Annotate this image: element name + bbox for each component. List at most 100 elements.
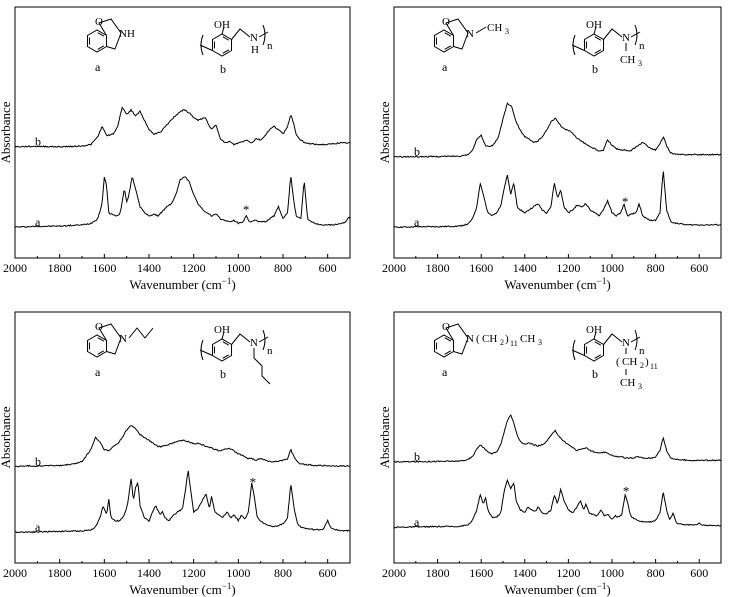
peak-annotation: * (622, 194, 629, 209)
repeat-bracket-right (634, 329, 638, 351)
spectrum-line-a (393, 171, 722, 229)
paren-open: ( (616, 356, 620, 368)
nitrogen-atom: N (622, 337, 630, 349)
x-tick-label: 1200 (182, 261, 206, 275)
x-tick-label: 1600 (92, 261, 116, 275)
bond (593, 26, 597, 35)
methylene-group: CH (622, 356, 637, 368)
butyl-chain (128, 327, 154, 339)
x-axis-label: Wavenumber (cm−1) (504, 581, 610, 597)
benzene-ring (583, 33, 605, 57)
spectrum-line-a (14, 176, 351, 228)
methylene-bond (603, 28, 623, 40)
bond (630, 336, 641, 343)
double-bond (594, 49, 602, 54)
methylene-bond (603, 333, 623, 345)
trace-label-a: a (35, 520, 41, 534)
x-tick-label: 2000 (3, 261, 27, 275)
x-tick-label: 1400 (513, 566, 537, 580)
oxygen-atom: O (95, 321, 103, 333)
bond (221, 331, 225, 340)
subscript: 2 (500, 338, 504, 347)
double-bond (222, 341, 230, 346)
nitrogen-atom: N (466, 28, 474, 40)
trace-label-b: b (35, 455, 41, 469)
panel-bottom-left: 2000 1800 1600 1400 1200 1000 800 600 Wavenumber… (0, 311, 351, 597)
subscript: 2 (640, 361, 644, 370)
oxazine-ring (98, 323, 122, 355)
x-tick-label: 1600 (469, 566, 493, 580)
spectrum-line-a (393, 478, 722, 529)
x-tick-label: 2000 (3, 566, 27, 580)
double-bond (97, 337, 105, 342)
x-tick-label: 1200 (182, 566, 206, 580)
structure-label-b: b (592, 367, 598, 381)
benzene-ring (211, 33, 233, 57)
repeat-bracket-right (634, 24, 638, 46)
y-axis-label: Absorbance (0, 406, 13, 468)
paren-open: ( (476, 333, 480, 345)
repeat-subscript-n: n (639, 40, 645, 52)
double-bond (97, 32, 105, 37)
repeat-subscript-n: n (639, 345, 645, 357)
spectrum-line-b (14, 106, 351, 148)
spectrum-line-b (393, 413, 722, 464)
double-bond (444, 350, 452, 355)
y-axis-label: Absorbance (377, 101, 392, 163)
repeat-bracket-left (572, 34, 576, 56)
double-bond (594, 354, 602, 359)
hydroxyl-group: OH (586, 324, 602, 336)
trace-label-a: a (414, 515, 420, 529)
x-tick-label: 800 (647, 261, 665, 275)
x-tick-label: 1200 (556, 566, 580, 580)
spectrum-line-a (14, 470, 351, 534)
subscript: 3 (505, 27, 509, 36)
x-axis-label: Wavenumber (cm−1) (129, 276, 235, 292)
y-axis-label: Absorbance (0, 101, 13, 163)
benzene-ring (433, 29, 455, 53)
structure-label-a: a (95, 60, 101, 74)
repeat-subscript-n: n (267, 40, 273, 52)
panel-bottom-right: 2000 1800 1600 1400 1200 1000 800 600 Wavenumber… (377, 311, 722, 597)
x-tick-label: 600 (319, 566, 337, 580)
subscript: 3 (638, 382, 642, 391)
structure-label-a: a (95, 365, 101, 379)
x-tick-label: 1000 (600, 566, 624, 580)
x-tick-label: 1800 (48, 566, 72, 580)
x-axis-label: Wavenumber (cm−1) (504, 276, 610, 292)
peak-annotation: * (623, 484, 630, 499)
bond (258, 31, 269, 38)
x-tick-label: 1800 (48, 261, 72, 275)
x-tick-label: 1200 (556, 261, 580, 275)
trace-label-a: a (414, 215, 420, 229)
oxygen-atom: O (442, 16, 450, 28)
bond (475, 26, 487, 34)
butyl-chain (253, 348, 271, 385)
structure-label-a: a (442, 60, 448, 74)
double-bond (594, 341, 602, 346)
double-bond (97, 45, 105, 50)
subscript: 11 (650, 362, 658, 371)
benzene-ring (211, 338, 233, 362)
repeat-bracket-right (262, 329, 266, 351)
double-bond (594, 36, 602, 41)
paren-close: ) (505, 333, 509, 345)
plot-frame (393, 311, 722, 564)
methyl-group: CH (487, 22, 502, 34)
panel-top-right: 2000 1800 1600 1400 1200 1000 800 600 Wavenumber… (377, 6, 722, 292)
x-tick-label: 1000 (226, 566, 250, 580)
double-bond (222, 354, 230, 359)
double-bond (444, 32, 452, 37)
repeat-bracket-right (262, 24, 266, 46)
oxazine-ring (98, 18, 122, 50)
hydroxyl-group: OH (214, 324, 230, 336)
benzene-ring (433, 334, 455, 358)
nitrogen-atom: N (119, 333, 127, 345)
plot-frame (393, 6, 722, 259)
structures-bottom-left: O Na OH Nn b (86, 321, 273, 385)
bond (571, 349, 585, 356)
plot-frame (14, 6, 351, 259)
bond (630, 31, 641, 38)
